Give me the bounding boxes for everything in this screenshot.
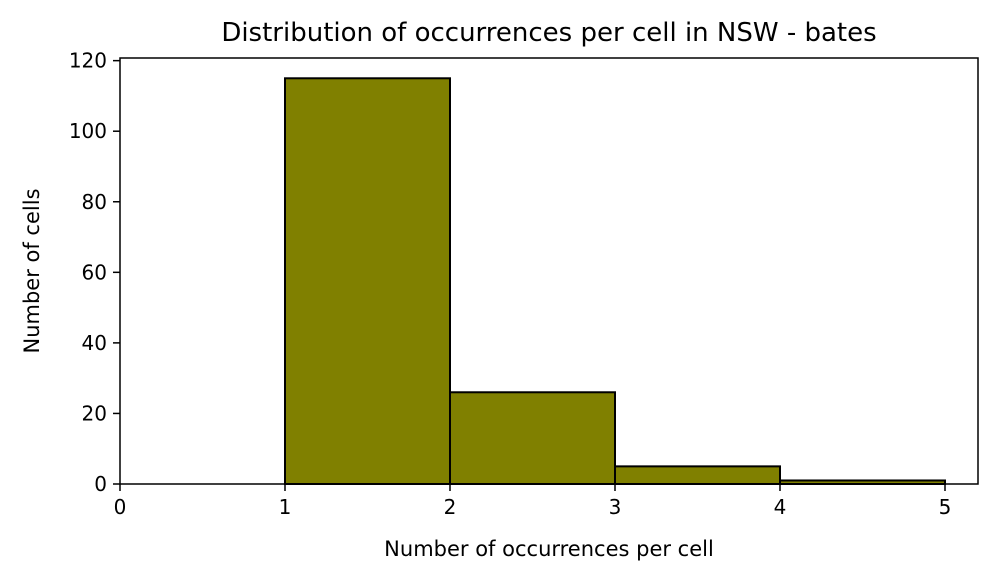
y-axis-ticks: 0 20 40 60 80 100 120 xyxy=(69,49,120,496)
histogram-bar-2 xyxy=(614,465,781,486)
x-axis-ticks: 0 1 2 3 4 5 xyxy=(114,484,952,519)
chart-title: Distribution of occurrences per cell in … xyxy=(221,18,876,48)
x-tick-label: 3 xyxy=(609,495,622,519)
plot-area-frame xyxy=(119,57,979,485)
histogram-bar-1 xyxy=(449,391,616,485)
x-tick-label: 2 xyxy=(444,495,457,519)
x-tick-label: 5 xyxy=(939,495,952,519)
y-tick-label: 120 xyxy=(69,49,107,73)
y-tick-label: 80 xyxy=(82,190,107,214)
x-tick-label: 4 xyxy=(774,495,787,519)
y-tick-label: 60 xyxy=(82,260,107,284)
y-tick-label: 40 xyxy=(82,331,107,355)
y-tick-label: 0 xyxy=(94,472,107,496)
x-axis-label: Number of occurrences per cell xyxy=(384,537,714,561)
y-axis-label: Number of cells xyxy=(20,188,44,353)
histogram-bar-0 xyxy=(284,77,451,486)
y-tick-label: 20 xyxy=(82,401,107,425)
x-tick-label: 0 xyxy=(114,495,127,519)
x-tick-label: 1 xyxy=(279,495,292,519)
y-tick-label: 100 xyxy=(69,119,107,143)
bars-group xyxy=(284,77,946,486)
